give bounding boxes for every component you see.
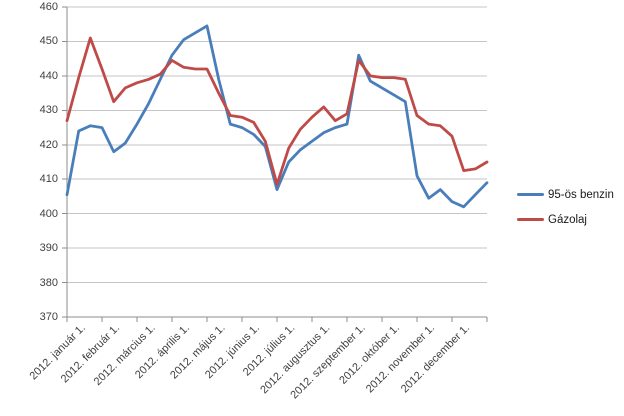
y-axis-label: 370 [39,311,58,323]
y-axis-label: 420 [39,138,58,151]
y-axis-label: 460 [39,1,58,13]
y-axis-label: 400 [39,207,58,220]
legend-item-benzin: 95-ös benzin [517,187,614,202]
series-line-gazolaj [65,36,489,186]
y-axis-label: 390 [39,242,58,255]
legend-line-benzin-icon [517,193,544,196]
y-axis-label: 430 [39,104,58,117]
legend-label-gazolaj: Gázolaj [548,213,587,226]
y-axis-label: 410 [39,173,58,186]
y-axis-label: 440 [39,69,58,82]
legend-label-benzin: 95-ös benzin [548,188,614,201]
y-axis-label: 450 [39,35,58,48]
series-line-benzin [65,24,489,209]
legend-line-gazolaj-icon [517,218,544,221]
legend: 95-ös benzin Gázolaj [517,187,614,237]
legend-item-gazolaj: Gázolaj [517,212,614,227]
y-axis-label: 380 [39,276,58,289]
